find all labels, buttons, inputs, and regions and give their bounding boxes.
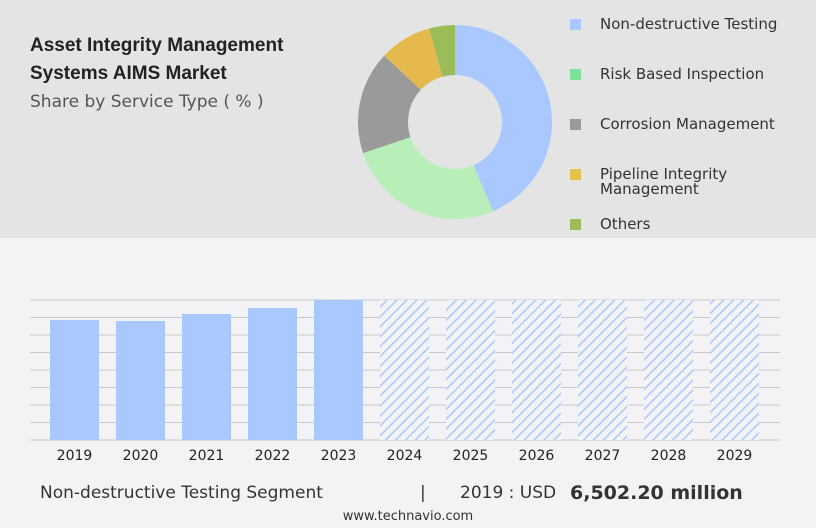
legend-item: Non-destructive Testing: [570, 17, 810, 49]
legend-swatch: [570, 169, 581, 180]
legend-swatch: [570, 119, 581, 130]
legend-swatch: [570, 219, 581, 230]
legend-swatch: [570, 19, 581, 30]
x-tick-label: 2028: [651, 448, 687, 464]
donut-slice-1: [363, 137, 493, 219]
donut-slice-3: [384, 28, 443, 90]
bar-2024: [380, 300, 429, 440]
legend-label: Non-destructive Testing: [600, 15, 778, 33]
x-tick-label: 2020: [123, 448, 159, 464]
legend-label: Others: [600, 215, 651, 233]
separator: |: [420, 483, 426, 503]
legend-item: Pipeline Integrity Management: [570, 167, 810, 199]
x-tick-label: 2023: [321, 448, 357, 464]
legend-item: Others: [570, 217, 810, 249]
site-url: www.technavio.com: [342, 509, 474, 524]
x-tick-label: 2025: [453, 448, 489, 464]
bar-2029: [710, 300, 759, 440]
x-tick-label: 2026: [519, 448, 555, 464]
legend-item: Risk Based Inspection: [570, 67, 810, 99]
segment-label: Non-destructive Testing Segment: [40, 483, 323, 503]
bar-2019: [50, 320, 99, 440]
bar-2026: [512, 300, 561, 440]
legend-item: Corrosion Management: [570, 117, 810, 149]
year-label: 2019 : USD: [460, 483, 557, 503]
donut-chart: [358, 25, 552, 219]
chart-title: Asset Integrity Management Systems AIMS …: [30, 35, 284, 84]
bar-2023: [314, 300, 363, 440]
bar-2025: [446, 300, 495, 440]
x-tick-label: 2024: [387, 448, 423, 464]
legend-label: Risk Based Inspection: [600, 65, 765, 83]
bar-2027: [578, 300, 627, 440]
footer-summary: Non-destructive Testing Segment | 2019 :…: [40, 482, 800, 507]
legend-swatch: [570, 69, 581, 80]
bar-2028: [644, 300, 693, 440]
x-tick-label: 2021: [189, 448, 225, 464]
x-tick-label: 2019: [57, 448, 93, 464]
bar-2020: [116, 321, 165, 440]
bar-chart: 2019 2020 2021 2022 2023 2024 2025 2026 2027 2028…: [30, 299, 780, 464]
donut-slice-0: [455, 25, 552, 212]
x-tick-label: 2029: [717, 448, 753, 464]
legend-label: Pipeline Integrity Management: [600, 165, 728, 198]
bar-2022: [248, 308, 297, 440]
segment-value: 6,502.20 million: [570, 482, 743, 504]
donut-slice-4: [429, 25, 455, 77]
x-tick-label: 2022: [255, 448, 291, 464]
donut-slice-2: [358, 55, 421, 154]
chart-subtitle: Share by Service Type ( % ): [30, 92, 264, 112]
legend-label: Corrosion Management: [600, 115, 775, 133]
x-tick-label: 2027: [585, 448, 621, 464]
bar-2021: [182, 314, 231, 440]
